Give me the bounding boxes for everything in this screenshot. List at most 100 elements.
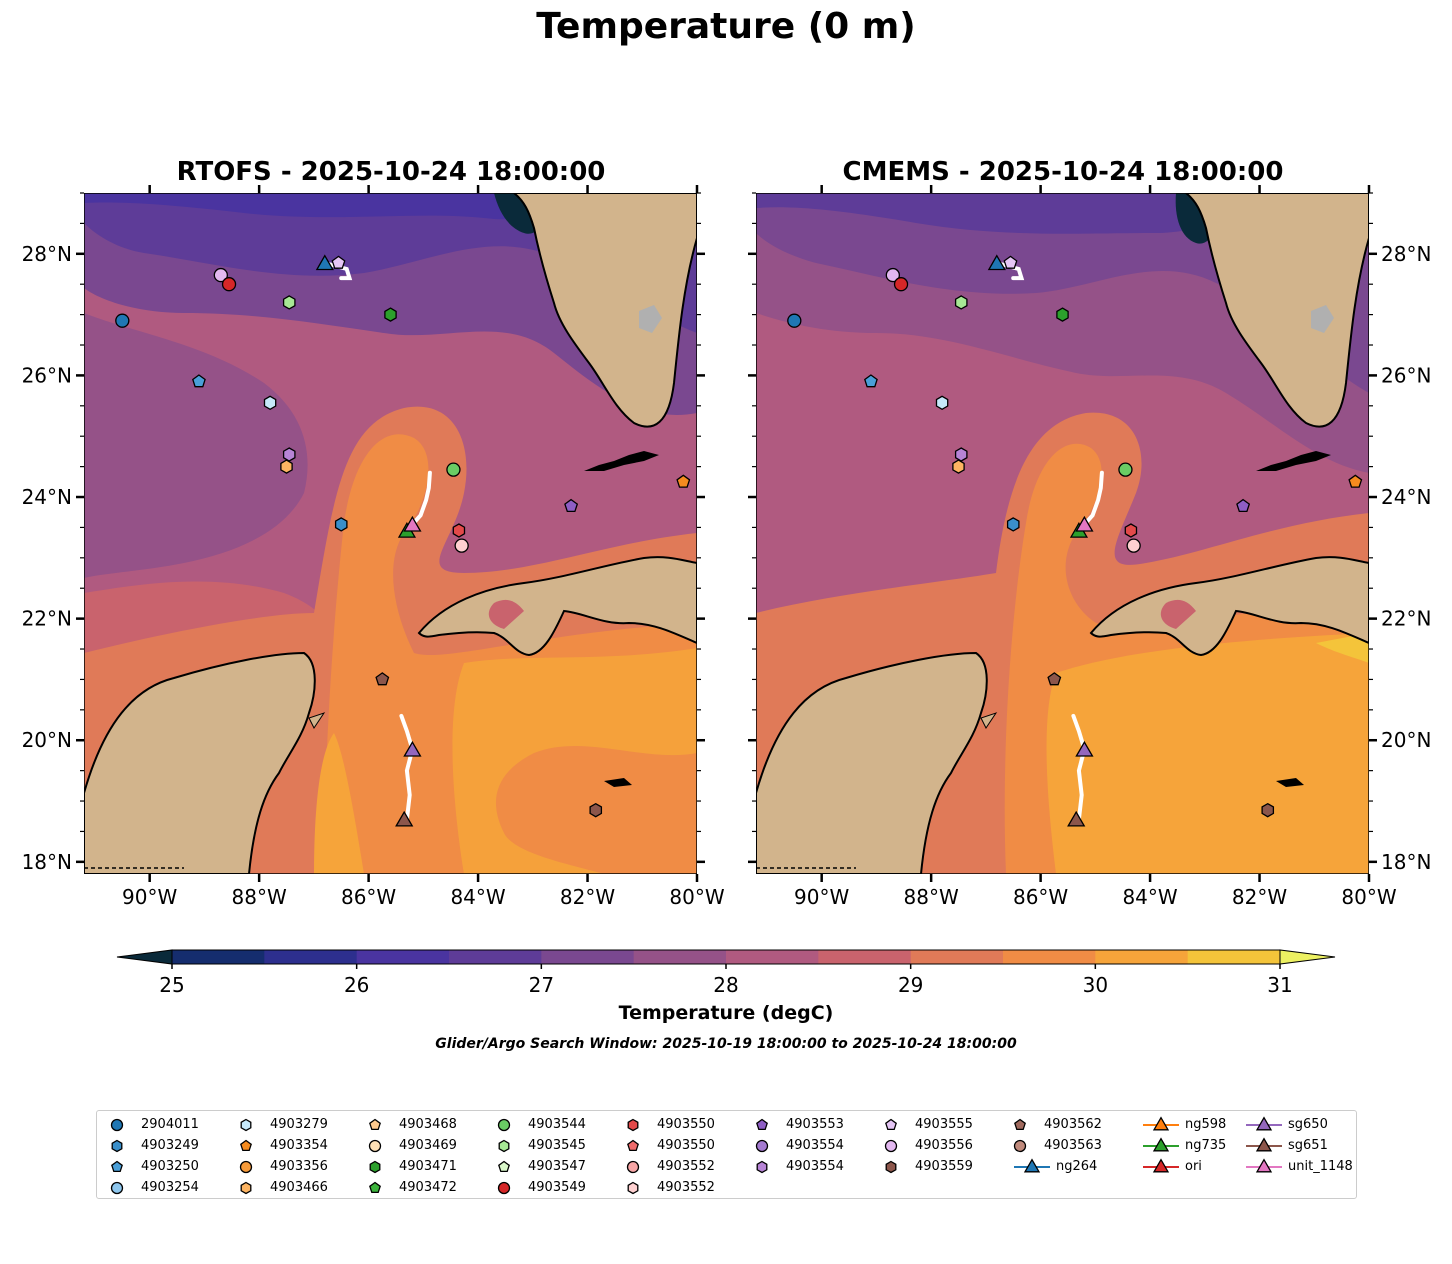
argo-marker-4903550 [1124, 523, 1138, 538]
colorbar-bin [172, 950, 265, 964]
argo-marker-4903562 [375, 672, 390, 686]
legend-swatch [240, 1118, 252, 1132]
legend-label: 2904011 [141, 1117, 199, 1132]
legend-swatch [497, 1181, 511, 1195]
legend-label: 4903555 [915, 1117, 973, 1132]
argo-marker-4903249 [1006, 517, 1020, 532]
legend-label: 4903554 [786, 1138, 844, 1153]
lake-okeechobee [639, 305, 662, 333]
legend-label: 4903553 [786, 1117, 844, 1132]
lat-tick-label: 26°N [22, 363, 72, 387]
legend-label: 4903468 [399, 1117, 457, 1132]
legend-label: ng735 [1185, 1138, 1227, 1153]
argo-marker-4903552 [1126, 538, 1141, 553]
legend-swatch [1143, 1116, 1179, 1131]
map-axes: 90°W 88°W 86°W 84°W 82°W 80°W 28°N 26°N 24°N 22°N… [22, 185, 1431, 909]
colorbar-tick-label: 25 [159, 973, 184, 997]
legend-argo-marker [110, 1118, 124, 1132]
legend-argo-marker [240, 1181, 252, 1195]
lat-tick-label: 28°N [1381, 242, 1431, 266]
argo-marker-4903545 [282, 295, 296, 310]
legend-swatch [756, 1160, 768, 1174]
legend-argo-marker [498, 1160, 510, 1173]
legend-swatch [369, 1118, 381, 1131]
legend-glider-marker [1152, 1137, 1170, 1152]
argo-marker-2904011 [787, 313, 802, 328]
legend-swatch [497, 1118, 511, 1132]
glider-marker-unit_1148 [1075, 515, 1094, 532]
legend-argo-marker [885, 1118, 897, 1131]
lat-tick-label: 24°N [22, 485, 72, 509]
legend-argo-marker [627, 1181, 639, 1195]
argo-marker-4903555 [1003, 255, 1018, 269]
argo-marker-4903466 [280, 459, 293, 474]
legend-argo-marker [110, 1181, 124, 1195]
legend-label: ori [1185, 1159, 1202, 1174]
colorbar-extend-max [1279, 949, 1336, 965]
colorbar-bin [1187, 950, 1281, 964]
colorbar-bin [726, 950, 819, 964]
legend-swatch [498, 1160, 510, 1173]
legend-argo-marker [240, 1139, 252, 1152]
legend-swatch [627, 1118, 639, 1132]
sst-contour-26.5 [84, 193, 584, 220]
legend-swatch [1246, 1158, 1282, 1173]
map-panel-cmems [756, 193, 1369, 874]
colorbar-bin [1003, 950, 1096, 964]
legend-swatch [110, 1118, 124, 1132]
legend-label: 4903547 [528, 1159, 586, 1174]
legend-label: 4903466 [270, 1180, 328, 1195]
legend-label: sg651 [1288, 1138, 1328, 1153]
legend-label: sg650 [1288, 1117, 1328, 1132]
argo-marker-4903545 [954, 295, 968, 310]
argo-marker-4903279 [935, 395, 949, 411]
legend-swatch [1013, 1139, 1027, 1153]
cozumel [980, 712, 998, 729]
land-florida [512, 193, 697, 428]
argo-marker-4903279 [263, 395, 277, 411]
legend-swatch [240, 1139, 252, 1152]
colorbar-bin [1095, 950, 1189, 964]
lon-tick-label: 80°W [1341, 885, 1396, 909]
legend-swatch [885, 1118, 897, 1131]
cozumel [308, 712, 326, 729]
legend-glider-marker [1152, 1158, 1170, 1173]
glider-tracks [994, 260, 1104, 822]
legend-swatch [885, 1160, 897, 1174]
colorbar-bin [818, 950, 912, 964]
panel-title-cmems: CMEMS - 2025-10-24 18:00:00 [842, 157, 1284, 187]
legend-swatch [111, 1139, 123, 1153]
sst-contour-28 [84, 313, 308, 578]
legend-label: 4903545 [528, 1138, 586, 1153]
legend-label: 4903250 [141, 1159, 199, 1174]
glider-track-sg650 [399, 713, 415, 822]
argo-marker-4903354 [1348, 474, 1363, 488]
legend-argo-marker [885, 1160, 897, 1174]
argo-marker-4903549 [221, 277, 237, 292]
legend-swatch [627, 1181, 639, 1195]
legend-label: 4903356 [270, 1159, 328, 1174]
legend-glider-marker [1152, 1116, 1170, 1131]
legend-label: 4903472 [399, 1180, 457, 1195]
argo-marker-4903471 [384, 307, 397, 322]
map-panel-rtofs [84, 193, 697, 874]
argo-marker-4903552 [454, 538, 469, 553]
float-markers [115, 254, 691, 827]
colorbar-bin [541, 950, 635, 964]
glider-track-ng264 [322, 260, 353, 281]
legend-argo-marker [1013, 1139, 1027, 1153]
legend-swatch [626, 1160, 640, 1174]
legend-label: 4903563 [1044, 1138, 1102, 1153]
glider-track-unit_1148 [410, 470, 432, 527]
legend-label: 4903544 [528, 1117, 586, 1132]
legend-argo-marker [498, 1139, 510, 1153]
legend-label: 4903550 [657, 1138, 715, 1153]
lon-tick-label: 88°W [904, 885, 959, 909]
legend-label: 4903556 [915, 1138, 973, 1153]
sst-contour-30.5 [1316, 633, 1369, 663]
legend-glider-marker [1255, 1137, 1273, 1152]
legend-argo-marker [240, 1118, 252, 1132]
argo-marker-4903554 [282, 447, 296, 462]
florida-keys [584, 451, 659, 471]
land-yucatan [84, 651, 316, 874]
